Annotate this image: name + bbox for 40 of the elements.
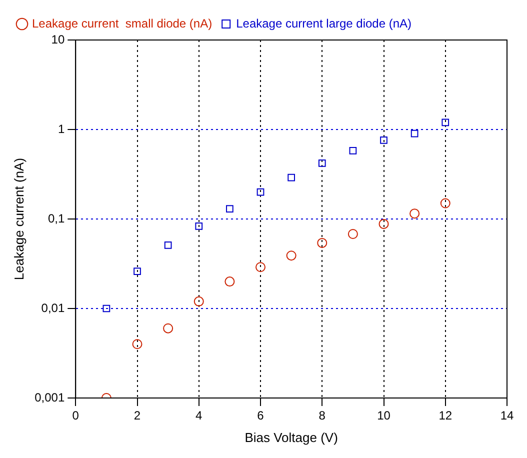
y-tick-label: 0,001 [34,390,65,404]
x-tick-label: 2 [134,408,141,423]
point [380,136,388,144]
point [164,241,172,249]
y-tick-label: 0,1 [48,211,65,226]
y-axis-title: Leakage current (nA) [11,158,26,280]
y-tick-label: 1 [58,122,65,136]
point [288,174,295,182]
point [226,205,234,212]
point [194,296,204,306]
y-tick-label: 0,01 [41,300,65,315]
point [102,304,110,312]
point [378,218,389,229]
point [224,276,235,287]
point [317,238,328,248]
point [132,339,142,350]
x-axis-title: Bias Voltage (V) [244,430,338,445]
point [256,188,264,196]
x-tick-label: 6 [257,408,264,423]
point [195,222,203,230]
point [440,198,450,208]
point [348,228,358,239]
legend-label: Leakage current large diode (nA) [236,16,412,30]
point [442,118,450,126]
point [318,160,326,167]
x-tick-label: 12 [438,408,452,423]
x-tick-label: 0 [72,408,80,423]
point [256,262,266,272]
x-tick-label: 14 [500,408,514,423]
point [410,208,420,219]
x-tick-label: 10 [377,408,391,423]
x-tick-label: 8 [318,408,326,423]
x-tick-label: 4 [196,408,203,423]
point [134,268,141,276]
legend-label: Leakage current small diode (nA) [32,16,212,30]
point [410,130,418,138]
point [349,146,357,154]
point [163,323,174,334]
y-tick-label: 10 [51,32,65,46]
point [286,250,296,261]
